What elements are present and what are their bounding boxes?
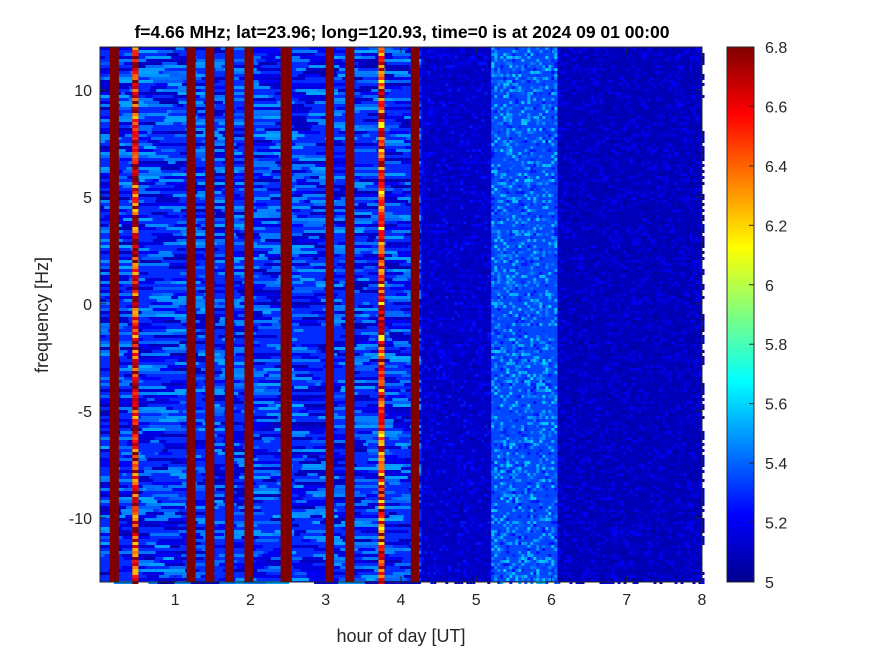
x-tick-label: 5	[472, 592, 481, 609]
saturated-band-1	[109, 47, 119, 582]
x-axis-label: hour of day [UT]	[336, 626, 465, 646]
colorbar-tick-label: 5	[765, 575, 774, 592]
colorbar-tick-label: 5.6	[765, 397, 787, 414]
bright-line-2	[378, 47, 385, 584]
y-tick-label: -5	[78, 404, 92, 421]
x-tick-label: 6	[547, 592, 556, 609]
saturated-band-4	[224, 47, 234, 582]
plot-area: 1 2 3 4 5 6 7 8 -10 -5 0 5 10	[69, 46, 707, 609]
chart-title: f=4.66 MHz; lat=23.96; long=120.93, time…	[134, 22, 669, 42]
heatmap-image	[100, 47, 705, 584]
colorbar-gradient	[726, 46, 755, 583]
heatmap-segment-2	[491, 47, 561, 584]
colorbar-tick-label: 6.6	[765, 99, 787, 116]
saturated-band-9	[410, 47, 420, 582]
saturated-band-2	[186, 47, 196, 582]
x-tick-label: 1	[171, 592, 180, 609]
saturated-band-5	[244, 47, 254, 582]
y-axis-ticks: -10 -5 0 5 10	[69, 83, 702, 528]
y-tick-label: 0	[83, 297, 92, 314]
colorbar-tick-label: 6.8	[765, 40, 787, 57]
heatmap-segment-3	[557, 47, 705, 584]
colorbar-tick-label: 5.2	[765, 516, 787, 533]
x-tick-label: 8	[698, 592, 707, 609]
colorbar-tick-label: 6.4	[765, 159, 787, 176]
heatmap-segment-1	[421, 47, 494, 584]
x-tick-label: 4	[397, 592, 406, 609]
y-axis-label: frequency [Hz]	[32, 257, 52, 373]
heatmap-segment-0	[100, 47, 422, 584]
saturated-band-8	[345, 47, 355, 582]
x-tick-label: 2	[246, 592, 255, 609]
x-tick-label: 7	[622, 592, 631, 609]
colorbar: 5 5.2 5.4 5.6 5.8 6 6.2 6.4 6.6 6.8	[726, 40, 787, 592]
saturated-band-6	[280, 47, 292, 582]
colorbar-tick-label: 5.8	[765, 337, 787, 354]
colorbar-tick-label: 6.2	[765, 218, 787, 235]
colorbar-tick-label: 5.4	[765, 456, 787, 473]
y-tick-label: 10	[74, 83, 92, 100]
x-axis-ticks: 1 2 3 4 5 6 7 8	[171, 47, 707, 609]
saturated-band-3	[205, 47, 215, 582]
y-tick-label: 5	[83, 190, 92, 207]
y-tick-label: -10	[69, 511, 92, 528]
colorbar-ticks: 5 5.2 5.4 5.6 5.8 6 6.2 6.4 6.6 6.8	[749, 40, 787, 592]
saturated-band-7	[325, 47, 335, 582]
bright-line-1	[132, 47, 139, 584]
x-tick-label: 3	[321, 592, 330, 609]
colorbar-tick-label: 6	[765, 278, 774, 295]
